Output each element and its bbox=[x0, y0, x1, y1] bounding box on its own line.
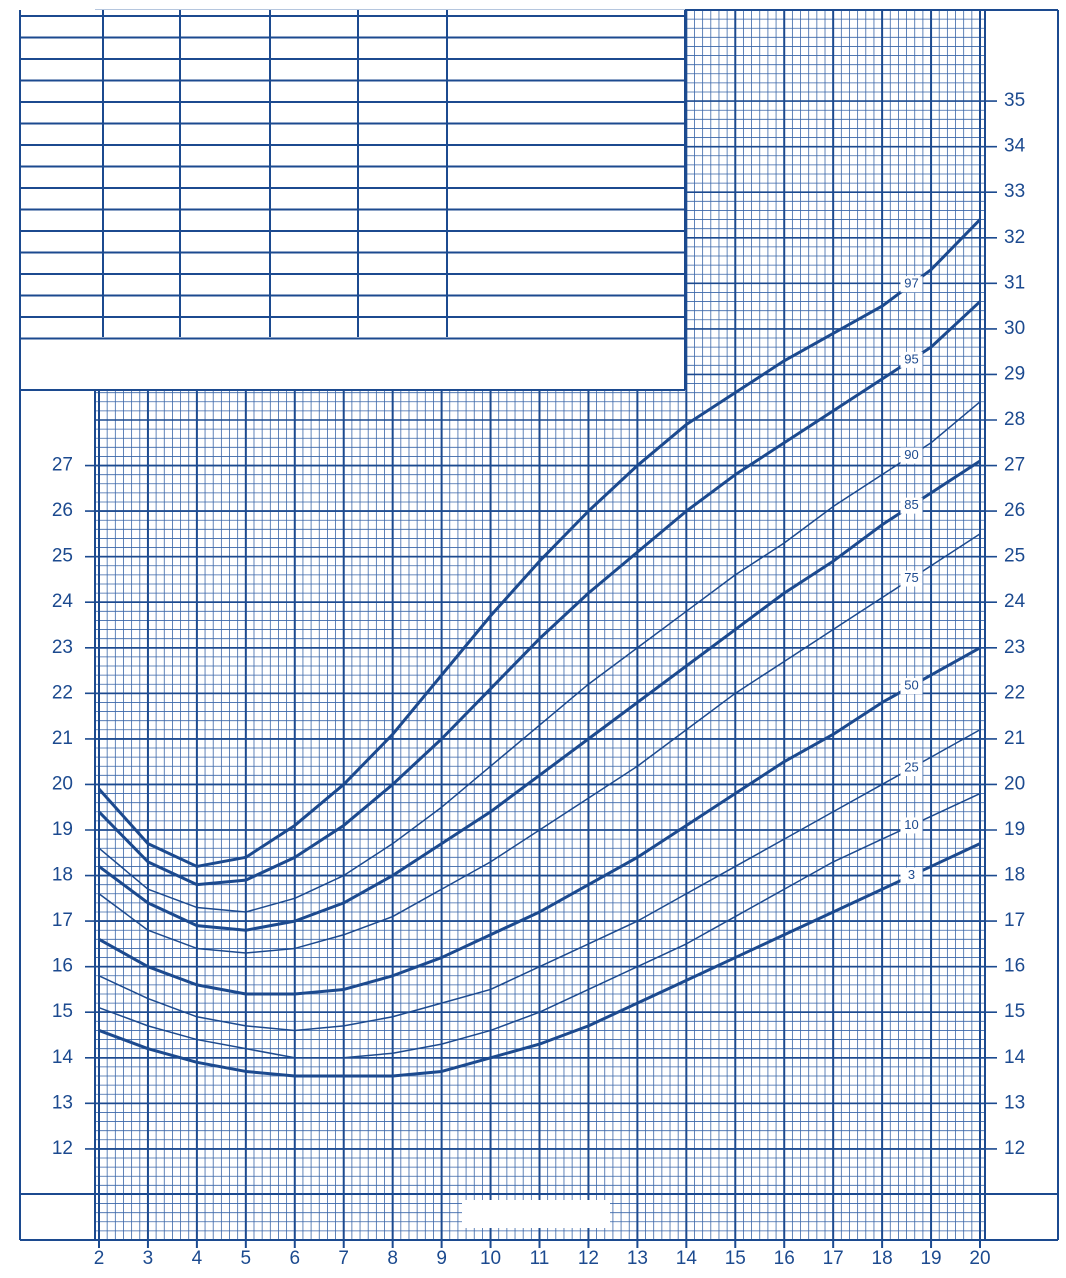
y2-tick-label: 18 bbox=[1004, 865, 1025, 886]
frame bbox=[19, 9, 1059, 1241]
curve-label: 85 bbox=[904, 497, 918, 512]
x-tick-label: 18 bbox=[872, 1248, 893, 1269]
y2-tick-label: 14 bbox=[1004, 1047, 1026, 1068]
y2-tick-label: 12 bbox=[1004, 1138, 1025, 1159]
curve-label-bg bbox=[900, 867, 923, 884]
curve-label-bg bbox=[900, 570, 923, 587]
x-tick-label: 10 bbox=[480, 1248, 501, 1269]
y2-tick-label: 17 bbox=[1004, 910, 1025, 931]
percentile-curve bbox=[98, 401, 981, 913]
y2-tick-label: 34 bbox=[1004, 136, 1026, 157]
axis-labels: 2 3 4 5 6 7 8 9 10 11 12 13 14 15 16 17 18 19 201213141516… bbox=[52, 90, 1026, 1269]
percentile-curve bbox=[98, 533, 981, 954]
percentile-curve bbox=[97, 300, 982, 887]
y2-tick-label: 21 bbox=[1004, 728, 1025, 749]
x-tick-label: 14 bbox=[676, 1248, 698, 1269]
y2-tick-label: 13 bbox=[1004, 1092, 1025, 1113]
percentile-curve bbox=[98, 729, 981, 1032]
header-table bbox=[20, 10, 686, 391]
percentile-curve bbox=[98, 459, 981, 932]
curve-label-bg bbox=[900, 497, 923, 514]
y2-tick-label: 15 bbox=[1004, 1001, 1025, 1022]
y2-tick-label: 26 bbox=[1004, 500, 1025, 521]
y-tick-label: 16 bbox=[52, 956, 73, 977]
x-tick-label: 9 bbox=[436, 1248, 447, 1269]
curve-label-bg bbox=[900, 678, 923, 695]
y2-tick-label: 31 bbox=[1004, 272, 1025, 293]
y2-tick-label: 27 bbox=[1004, 455, 1025, 476]
curve-label-bg bbox=[900, 760, 923, 777]
y2-tick-label: 30 bbox=[1004, 318, 1025, 339]
x-tick-label: 8 bbox=[387, 1248, 398, 1269]
x-tick-label: 17 bbox=[823, 1248, 844, 1269]
percentile-curve bbox=[98, 792, 981, 1059]
y-tick-label: 14 bbox=[52, 1047, 74, 1068]
x-tick-label: 7 bbox=[338, 1248, 349, 1269]
x-tick-label: 16 bbox=[774, 1248, 795, 1269]
curves: 3 10 25 50 75 85 90 95 97 bbox=[97, 218, 982, 1078]
y-tick-label: 26 bbox=[52, 500, 73, 521]
curve-label: 10 bbox=[904, 817, 918, 832]
curve-label-bg bbox=[900, 817, 923, 834]
y-tick-label: 27 bbox=[52, 455, 73, 476]
x-tick-label: 6 bbox=[289, 1248, 300, 1269]
blank-box bbox=[462, 1200, 610, 1228]
x-tick-label: 20 bbox=[969, 1248, 990, 1269]
y-tick-label: 13 bbox=[52, 1092, 73, 1113]
y-tick-label: 23 bbox=[52, 637, 73, 658]
y2-tick-label: 20 bbox=[1004, 773, 1025, 794]
y2-tick-label: 22 bbox=[1004, 682, 1025, 703]
curve-label: 50 bbox=[904, 677, 918, 692]
x-tick-label: 15 bbox=[725, 1248, 746, 1269]
curve-label: 90 bbox=[904, 447, 918, 462]
y-tick-label: 18 bbox=[52, 865, 73, 886]
curve-label: 75 bbox=[904, 570, 918, 585]
y2-tick-label: 29 bbox=[1004, 363, 1025, 384]
x-tick-label: 11 bbox=[530, 1248, 550, 1269]
y-tick-label: 17 bbox=[52, 910, 73, 931]
y-tick-label: 19 bbox=[52, 819, 73, 840]
x-tick-label: 19 bbox=[920, 1248, 941, 1269]
y2-tick-label: 16 bbox=[1004, 956, 1025, 977]
y2-tick-label: 24 bbox=[1004, 591, 1026, 612]
y2-tick-label: 32 bbox=[1004, 227, 1025, 248]
curve-label: 3 bbox=[908, 867, 915, 882]
x-tick-label: 2 bbox=[94, 1248, 105, 1269]
y-tick-label: 15 bbox=[52, 1001, 73, 1022]
y-tick-label: 12 bbox=[52, 1138, 73, 1159]
y-tick-label: 21 bbox=[52, 728, 73, 749]
curve-label: 97 bbox=[904, 276, 918, 291]
curve-label: 95 bbox=[904, 351, 918, 366]
curve-label-bg bbox=[900, 351, 923, 368]
x-tick-label: 5 bbox=[241, 1248, 252, 1269]
y2-tick-label: 19 bbox=[1004, 819, 1025, 840]
x-tick-label: 13 bbox=[627, 1248, 648, 1269]
x-tick-label: 3 bbox=[143, 1248, 154, 1269]
curve-label-bg bbox=[900, 447, 923, 464]
y2-tick-label: 23 bbox=[1004, 637, 1025, 658]
y2-tick-label: 28 bbox=[1004, 409, 1025, 430]
table-bg bbox=[20, 10, 685, 390]
percentile-curve bbox=[98, 646, 981, 996]
y2-tick-label: 33 bbox=[1004, 181, 1025, 202]
curve-label: 25 bbox=[904, 759, 918, 774]
curve-label-bg bbox=[900, 276, 923, 293]
y2-tick-label: 25 bbox=[1004, 546, 1025, 567]
y-tick-label: 25 bbox=[52, 546, 73, 567]
x-tick-label: 12 bbox=[578, 1248, 599, 1269]
y-tick-label: 22 bbox=[52, 682, 73, 703]
percentile-curve bbox=[98, 842, 981, 1078]
y-tick-label: 20 bbox=[52, 773, 73, 794]
percentile-curve bbox=[97, 218, 982, 868]
y-tick-label: 24 bbox=[52, 591, 74, 612]
x-tick-label: 4 bbox=[192, 1248, 203, 1269]
y2-tick-label: 35 bbox=[1004, 90, 1025, 111]
